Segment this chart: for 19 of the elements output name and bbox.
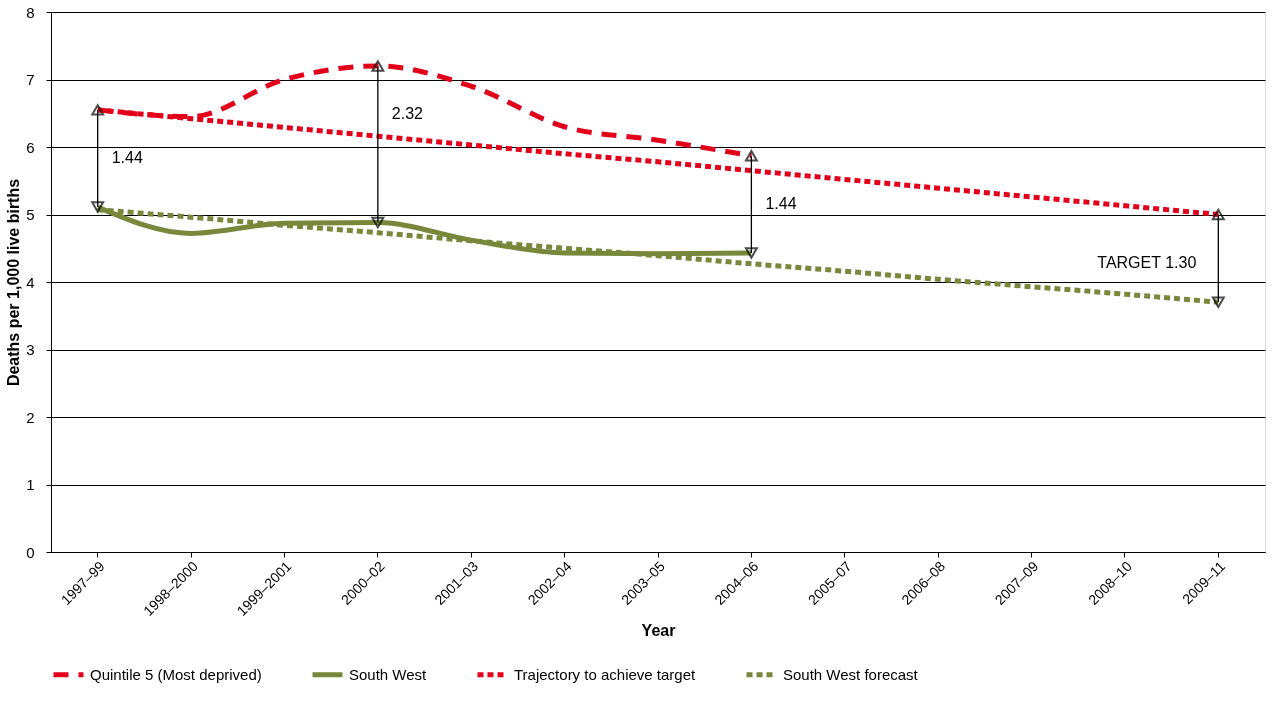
y-tick-label: 7	[26, 71, 35, 88]
x-axis-title: Year	[641, 621, 676, 639]
y-tick-label: 6	[26, 138, 35, 156]
y-tick-label: 0	[26, 543, 35, 561]
y-tick-label: 4	[26, 273, 35, 291]
y-tick-label: 5	[26, 206, 35, 223]
legend-label: Quintile 5 (Most deprived)	[90, 665, 262, 683]
legend-label: South West forecast	[783, 665, 919, 683]
y-tick-label: 3	[26, 341, 35, 358]
y-tick-label: 1	[26, 476, 35, 493]
annotation: TARGET 1.30	[1097, 253, 1197, 271]
annotation: 2.32	[391, 105, 424, 122]
annotation: 1.44	[765, 194, 797, 212]
y-tick-label: 2	[26, 408, 35, 426]
y-axis-title: Deaths per 1,000 live births	[5, 178, 23, 387]
y-tick-label: 8	[26, 3, 35, 21]
legend-label: South West	[349, 665, 428, 683]
annotation: 1.44	[111, 148, 143, 166]
legend-label: Trajectory to achieve target	[514, 665, 697, 683]
